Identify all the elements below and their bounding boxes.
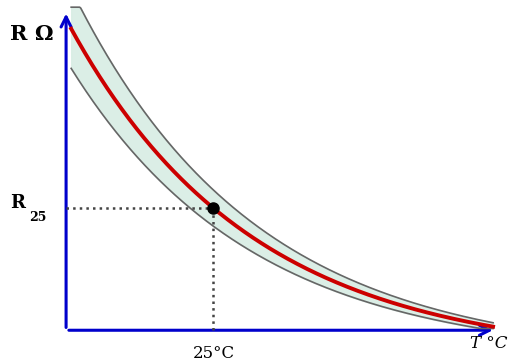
Text: T °C: T °C	[470, 335, 508, 352]
Text: 25: 25	[30, 211, 47, 224]
Text: Ω: Ω	[35, 24, 53, 44]
Text: 25°C: 25°C	[193, 345, 234, 362]
Text: R: R	[10, 194, 25, 212]
Text: R: R	[10, 24, 28, 44]
